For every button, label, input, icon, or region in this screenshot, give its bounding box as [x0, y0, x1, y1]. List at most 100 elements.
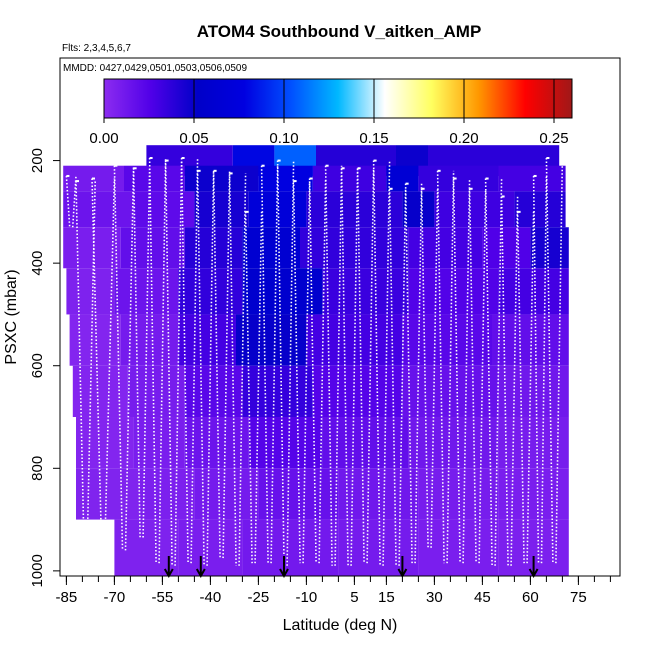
colorbar-tick-label: 0.10	[269, 130, 298, 147]
y-tick-label: 400	[29, 251, 46, 276]
x-tick-label: 30	[426, 589, 443, 606]
flight-profile	[244, 211, 263, 564]
heatmap-cell	[114, 519, 179, 576]
flight-profile	[436, 170, 455, 564]
heatmap-cell	[482, 227, 531, 269]
y-axis-label: PSXC (mbar)	[3, 269, 20, 364]
colorbar-tick-label: 0.05	[179, 130, 208, 147]
x-tick-label: -25	[248, 589, 270, 606]
colorbar-tick-label: 0.15	[359, 130, 388, 147]
heatmap-cell	[76, 468, 140, 520]
heatmap-cell	[498, 165, 566, 192]
flight-profiles	[65, 157, 564, 566]
heatmap-cell	[306, 191, 403, 228]
flight-profile	[164, 160, 183, 566]
heatmap-cell	[184, 417, 249, 469]
heatmap-cell	[322, 417, 409, 469]
heatmap-cell	[514, 191, 566, 228]
heatmap-cell	[194, 191, 249, 228]
x-tick-label: -55	[152, 589, 174, 606]
heatmap-cell	[66, 268, 115, 315]
flight-profile	[452, 178, 471, 564]
flight-profile	[65, 175, 77, 228]
flight-profile	[292, 181, 311, 564]
heatmap-cell	[178, 519, 243, 576]
heatmap-cell	[402, 191, 435, 228]
x-tick-label: 60	[522, 589, 539, 606]
flight-profile	[468, 188, 487, 564]
heatmap-cell	[530, 227, 569, 269]
heatmap-cell	[184, 227, 243, 269]
y-axis: 200 400 600 800 1000	[29, 148, 60, 588]
heatmap-cell	[312, 165, 387, 192]
flight-profile	[516, 211, 535, 564]
x-tick-label: -40	[200, 589, 222, 606]
heatmap-cell	[242, 365, 313, 418]
x-tick-label: 45	[474, 589, 491, 606]
flight-profile	[545, 157, 564, 564]
flights-note: Flts: 2,3,4,5,6,7	[62, 43, 131, 54]
heatmap-cell	[386, 165, 419, 192]
heatmap-cell	[338, 519, 419, 576]
flight-profile	[484, 178, 503, 566]
heatmap-cell	[120, 227, 185, 269]
heatmap-cell	[63, 227, 121, 269]
flight-profile	[276, 160, 295, 566]
colorbar-tick-label: 0.20	[449, 130, 478, 147]
heatmap-cell	[242, 268, 323, 315]
heatmap-cell	[178, 268, 243, 315]
dates-note: MMDD: 0427,0429,0501,0503,0506,0509	[63, 63, 247, 74]
flight-profile	[212, 170, 231, 559]
x-tick-label: -85	[56, 589, 78, 606]
flight-profile	[532, 175, 548, 564]
flight-profile	[324, 165, 343, 566]
flight-profile	[180, 157, 199, 564]
heatmap-cell	[248, 417, 323, 469]
flight-profile	[113, 165, 135, 551]
heatmap-cell	[140, 468, 195, 520]
heatmap-cell	[72, 365, 128, 418]
flight-profile	[308, 178, 327, 564]
x-axis-label: Latitude (deg N)	[283, 617, 398, 634]
heatmap-cell	[498, 468, 569, 520]
heatmap-cell	[418, 519, 499, 576]
heatmap-cell	[418, 165, 499, 192]
heatmap-cell	[114, 268, 179, 315]
flight-profile	[420, 188, 439, 548]
heatmap-cell	[258, 165, 313, 192]
plot-frame	[59, 57, 621, 577]
colorbar: 0.00 0.05 0.10 0.15 0.20 0.25	[89, 78, 573, 147]
colorbar-frame	[103, 78, 573, 119]
heatmap-cell	[194, 468, 259, 520]
colorbar-gradient	[104, 79, 572, 118]
flight-profile	[148, 157, 167, 564]
heatmap-cell	[498, 417, 569, 469]
heatmap-cell	[402, 314, 492, 366]
heatmap-cell	[184, 165, 259, 192]
chart-title: ATOM4 Southbound V_aitken_AMP	[197, 22, 482, 41]
colorbar-tick-label: 0.25	[539, 130, 568, 147]
heatmap-cell	[63, 191, 134, 228]
heatmap-cell	[76, 417, 134, 469]
flight-profile	[91, 178, 116, 551]
heatmap-cell	[408, 268, 499, 315]
y-tick-label: 800	[29, 456, 46, 481]
heatmap-cell	[242, 227, 300, 269]
flight-profile	[404, 183, 423, 564]
x-tick-label: 5	[350, 589, 358, 606]
x-tick-label: -10	[296, 589, 318, 606]
y-tick-label: 600	[29, 353, 46, 378]
heatmap-cell	[300, 227, 409, 269]
x-axis: -85 -70 -55 -40 -25 -10 5 15 30 45 60 75	[56, 576, 611, 606]
heatmap-cell	[236, 314, 307, 366]
flight-profile	[228, 173, 247, 566]
heatmap-cell	[408, 417, 499, 469]
x-tick-label: 15	[378, 589, 395, 606]
y-tick-label: 1000	[29, 554, 46, 587]
flight-profile	[196, 170, 215, 566]
heatmap-cell	[312, 365, 403, 418]
flight-profile	[356, 168, 375, 564]
heatmap-cell	[242, 519, 339, 576]
flight-profile	[372, 160, 391, 566]
y-tick-label: 200	[29, 148, 46, 173]
